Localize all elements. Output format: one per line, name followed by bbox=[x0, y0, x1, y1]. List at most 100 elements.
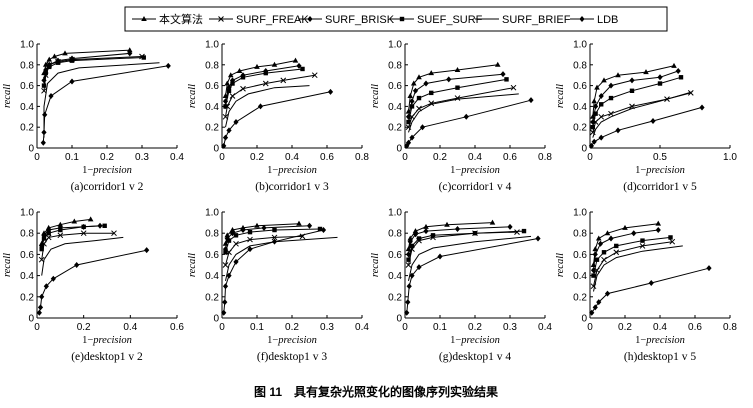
series-surf-brisk bbox=[405, 71, 506, 120]
data-point bbox=[406, 257, 411, 262]
series-ldb bbox=[404, 235, 541, 316]
data-point bbox=[409, 134, 415, 141]
series-suef-surf bbox=[406, 228, 527, 262]
data-point bbox=[229, 227, 236, 233]
data-point bbox=[598, 134, 604, 141]
data-point bbox=[687, 90, 694, 96]
y-tick-label: 0.2 bbox=[388, 123, 402, 134]
data-point bbox=[254, 222, 260, 228]
series-line bbox=[225, 236, 338, 282]
data-point bbox=[47, 64, 52, 70]
data-point bbox=[74, 262, 80, 268]
y-tick-label: 0.2 bbox=[388, 292, 402, 303]
subplot-label: (d)corridor1 v 5 bbox=[623, 181, 697, 193]
y-axis-label: recall bbox=[187, 84, 198, 108]
x-tick-label: 0.3 bbox=[503, 322, 517, 333]
chart-panel-f-desktop1-v-3: 0 0.2 0.4 0.6 0.8 1.0 0 0.1 0.2 0.3 0.4 1−precision… bbox=[187, 208, 369, 364]
data-point bbox=[655, 220, 662, 226]
data-point bbox=[223, 250, 228, 255]
legend-marker bbox=[399, 16, 405, 22]
legend-marker bbox=[218, 16, 224, 22]
x-axis-label: 1−precision bbox=[450, 335, 500, 346]
data-point bbox=[454, 67, 461, 72]
data-point bbox=[224, 80, 231, 86]
data-point bbox=[62, 50, 68, 56]
y-tick-label: 1.0 bbox=[573, 40, 587, 51]
data-point bbox=[406, 119, 411, 125]
data-point bbox=[46, 231, 51, 236]
data-point bbox=[257, 103, 264, 110]
series-line bbox=[590, 106, 703, 147]
x-tick-label: 0 bbox=[219, 152, 225, 163]
data-point bbox=[472, 231, 478, 236]
series-line bbox=[593, 245, 683, 292]
legend: 本文算法 SURF_FREAK SURF_BRISK SUEF_SURF SURF_BR… bbox=[124, 6, 668, 32]
data-point bbox=[69, 78, 75, 85]
data-point bbox=[271, 238, 278, 245]
data-point bbox=[588, 142, 594, 149]
data-point bbox=[613, 249, 620, 256]
data-point bbox=[247, 229, 253, 235]
data-point bbox=[412, 87, 419, 94]
data-point bbox=[454, 225, 461, 232]
data-point bbox=[593, 103, 599, 110]
y-tick-label: 0.6 bbox=[388, 81, 402, 92]
x-tick-label: 0.6 bbox=[503, 152, 517, 163]
series-line bbox=[225, 85, 310, 128]
series-proposed bbox=[590, 62, 677, 119]
legend-marker bbox=[579, 16, 585, 22]
data-point bbox=[43, 283, 49, 290]
x-tick-label: 0.2 bbox=[433, 152, 447, 163]
data-point bbox=[327, 88, 334, 95]
data-point bbox=[412, 228, 419, 234]
x-tick-label: 0.5 bbox=[653, 152, 667, 163]
series-ldb bbox=[404, 97, 534, 149]
legend-entry-suef-surf: SUEF_SURF bbox=[390, 14, 483, 26]
series-suef-surf bbox=[39, 223, 107, 252]
y-axis-label: recall bbox=[555, 253, 566, 277]
series-suef-surf bbox=[406, 77, 509, 125]
data-point bbox=[236, 68, 243, 74]
y-tick-label: 0.6 bbox=[573, 81, 587, 92]
series-surf-freak bbox=[405, 84, 517, 131]
y-tick-label: 0.6 bbox=[205, 250, 219, 261]
y-tick-label: 1.0 bbox=[573, 208, 587, 219]
x-axis-label: 1−precision bbox=[635, 335, 685, 346]
legend-entry-proposed: 本文算法 bbox=[132, 12, 203, 26]
data-point bbox=[55, 60, 61, 65]
data-point bbox=[51, 53, 58, 59]
data-point bbox=[87, 216, 94, 222]
data-point bbox=[280, 77, 287, 84]
data-point bbox=[601, 250, 607, 255]
data-point bbox=[58, 227, 63, 233]
data-point bbox=[599, 102, 604, 107]
data-point bbox=[416, 74, 422, 80]
data-point bbox=[412, 231, 419, 238]
data-point bbox=[48, 93, 54, 99]
data-point bbox=[43, 70, 48, 76]
data-point bbox=[240, 75, 246, 80]
y-tick-label: 0.4 bbox=[205, 102, 219, 113]
y-tick-label: 1.0 bbox=[205, 208, 219, 219]
legend-entry-surf-brisk: SURF_BRISK bbox=[298, 14, 395, 26]
y-tick-label: 1.0 bbox=[388, 40, 402, 51]
data-point bbox=[247, 246, 253, 253]
series-line bbox=[408, 235, 532, 282]
data-point bbox=[419, 124, 426, 131]
y-tick-label: 0.4 bbox=[573, 102, 587, 113]
data-point bbox=[247, 236, 253, 243]
y-axis-label: recall bbox=[555, 84, 566, 108]
y-axis-label: recall bbox=[370, 253, 381, 277]
data-point bbox=[222, 240, 229, 246]
series-line bbox=[406, 99, 532, 147]
chart-panel-b-corridor1-v-3: 0 0.2 0.4 0.6 0.8 1.0 0 0.2 0.4 0.6 0.8 1−precision… bbox=[187, 40, 369, 194]
series-line bbox=[593, 241, 673, 287]
data-point bbox=[226, 88, 232, 93]
y-tick-label: 0.2 bbox=[205, 292, 219, 303]
x-tick-label: 0.2 bbox=[285, 322, 299, 333]
x-tick-label: 0.2 bbox=[77, 322, 91, 333]
y-tick-label: 0 bbox=[28, 314, 34, 325]
legend-label: LDB bbox=[597, 14, 618, 26]
legend-entry-ldb: LDB bbox=[570, 14, 618, 26]
